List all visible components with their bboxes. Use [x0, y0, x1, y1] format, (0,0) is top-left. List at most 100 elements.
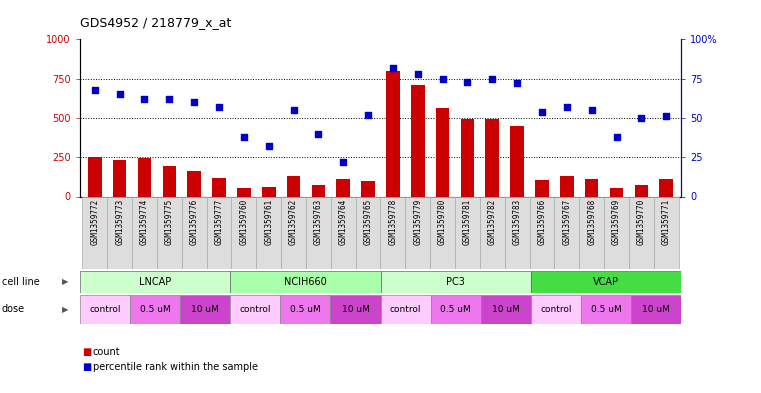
Text: GSM1359773: GSM1359773	[115, 199, 124, 245]
Bar	[581, 295, 631, 324]
Text: GSM1359766: GSM1359766	[537, 199, 546, 245]
Bar	[287, 176, 301, 196]
Text: GSM1359783: GSM1359783	[513, 199, 521, 245]
Text: GSM1359760: GSM1359760	[240, 199, 248, 245]
Bar	[530, 196, 555, 269]
Text: control: control	[89, 305, 121, 314]
Bar	[281, 196, 306, 269]
Bar	[631, 295, 681, 324]
Bar	[659, 179, 673, 196]
Text: GSM1359762: GSM1359762	[289, 199, 298, 245]
Bar	[330, 295, 380, 324]
Text: GSM1359779: GSM1359779	[413, 199, 422, 245]
Text: 0.5 uM: 0.5 uM	[591, 305, 621, 314]
Bar	[262, 187, 275, 196]
Text: GSM1359761: GSM1359761	[264, 199, 273, 245]
Bar	[113, 160, 126, 196]
Bar	[331, 196, 355, 269]
Point	[635, 115, 648, 121]
Text: count: count	[93, 347, 120, 357]
Point	[437, 75, 449, 82]
Bar	[107, 196, 132, 269]
Point	[213, 104, 225, 110]
Bar	[82, 196, 107, 269]
Bar	[579, 196, 604, 269]
Text: cell line: cell line	[2, 277, 40, 287]
Text: GSM1359763: GSM1359763	[314, 199, 323, 245]
Bar	[206, 196, 231, 269]
Text: GSM1359764: GSM1359764	[339, 199, 348, 245]
Text: GSM1359774: GSM1359774	[140, 199, 149, 245]
Bar	[256, 196, 281, 269]
Point	[486, 75, 498, 82]
Text: GSM1359782: GSM1359782	[488, 199, 497, 245]
Point	[536, 108, 548, 115]
Text: ▶: ▶	[62, 305, 69, 314]
Point	[113, 91, 126, 97]
Bar	[212, 178, 226, 196]
Text: 10 uM: 10 uM	[642, 305, 670, 314]
Point	[461, 79, 473, 85]
Text: GSM1359775: GSM1359775	[165, 199, 174, 245]
Point	[561, 104, 573, 110]
Bar	[163, 166, 176, 196]
Text: ■: ■	[82, 347, 91, 357]
Text: GSM1359777: GSM1359777	[215, 199, 224, 245]
Bar	[306, 196, 331, 269]
Bar	[411, 85, 425, 196]
Text: GSM1359781: GSM1359781	[463, 199, 472, 245]
Text: control: control	[390, 305, 422, 314]
Point	[237, 134, 250, 140]
Bar	[311, 185, 325, 196]
Text: control: control	[540, 305, 572, 314]
Bar	[180, 295, 231, 324]
Point	[288, 107, 300, 113]
Bar	[486, 119, 499, 196]
Bar	[555, 196, 579, 269]
Point	[312, 130, 324, 137]
Bar	[336, 179, 350, 196]
Text: 10 uM: 10 uM	[342, 305, 369, 314]
Text: GSM1359776: GSM1359776	[189, 199, 199, 245]
Text: 10 uM: 10 uM	[191, 305, 219, 314]
Bar	[88, 157, 102, 196]
Bar	[505, 196, 530, 269]
Point	[412, 71, 424, 77]
Bar	[460, 119, 474, 196]
Text: GSM1359772: GSM1359772	[91, 199, 100, 245]
Point	[263, 143, 275, 149]
Text: GSM1359778: GSM1359778	[388, 199, 397, 245]
Bar	[132, 196, 157, 269]
Text: ▶: ▶	[62, 277, 69, 286]
Text: GSM1359770: GSM1359770	[637, 199, 646, 245]
Bar	[361, 181, 375, 196]
Point	[610, 134, 622, 140]
Bar	[386, 71, 400, 196]
Bar	[182, 196, 206, 269]
Bar	[610, 188, 623, 196]
Bar	[585, 179, 598, 196]
Point	[387, 64, 399, 71]
Text: VCAP: VCAP	[593, 277, 619, 287]
Bar	[157, 196, 182, 269]
Bar	[431, 295, 481, 324]
Bar	[535, 180, 549, 196]
Text: GDS4952 / 218779_x_at: GDS4952 / 218779_x_at	[80, 16, 231, 29]
Text: 0.5 uM: 0.5 uM	[290, 305, 320, 314]
Point	[585, 107, 597, 113]
Bar	[355, 196, 380, 269]
Point	[139, 96, 151, 102]
Bar	[80, 271, 231, 293]
Bar	[237, 188, 250, 196]
Bar	[380, 271, 531, 293]
Text: ■: ■	[82, 362, 91, 373]
Text: GSM1359771: GSM1359771	[661, 199, 670, 245]
Bar	[480, 196, 505, 269]
Text: 10 uM: 10 uM	[492, 305, 520, 314]
Bar	[654, 196, 679, 269]
Point	[89, 86, 101, 93]
Text: GSM1359769: GSM1359769	[612, 199, 621, 245]
Text: PC3: PC3	[446, 277, 465, 287]
Point	[164, 96, 176, 102]
Text: GSM1359765: GSM1359765	[364, 199, 373, 245]
